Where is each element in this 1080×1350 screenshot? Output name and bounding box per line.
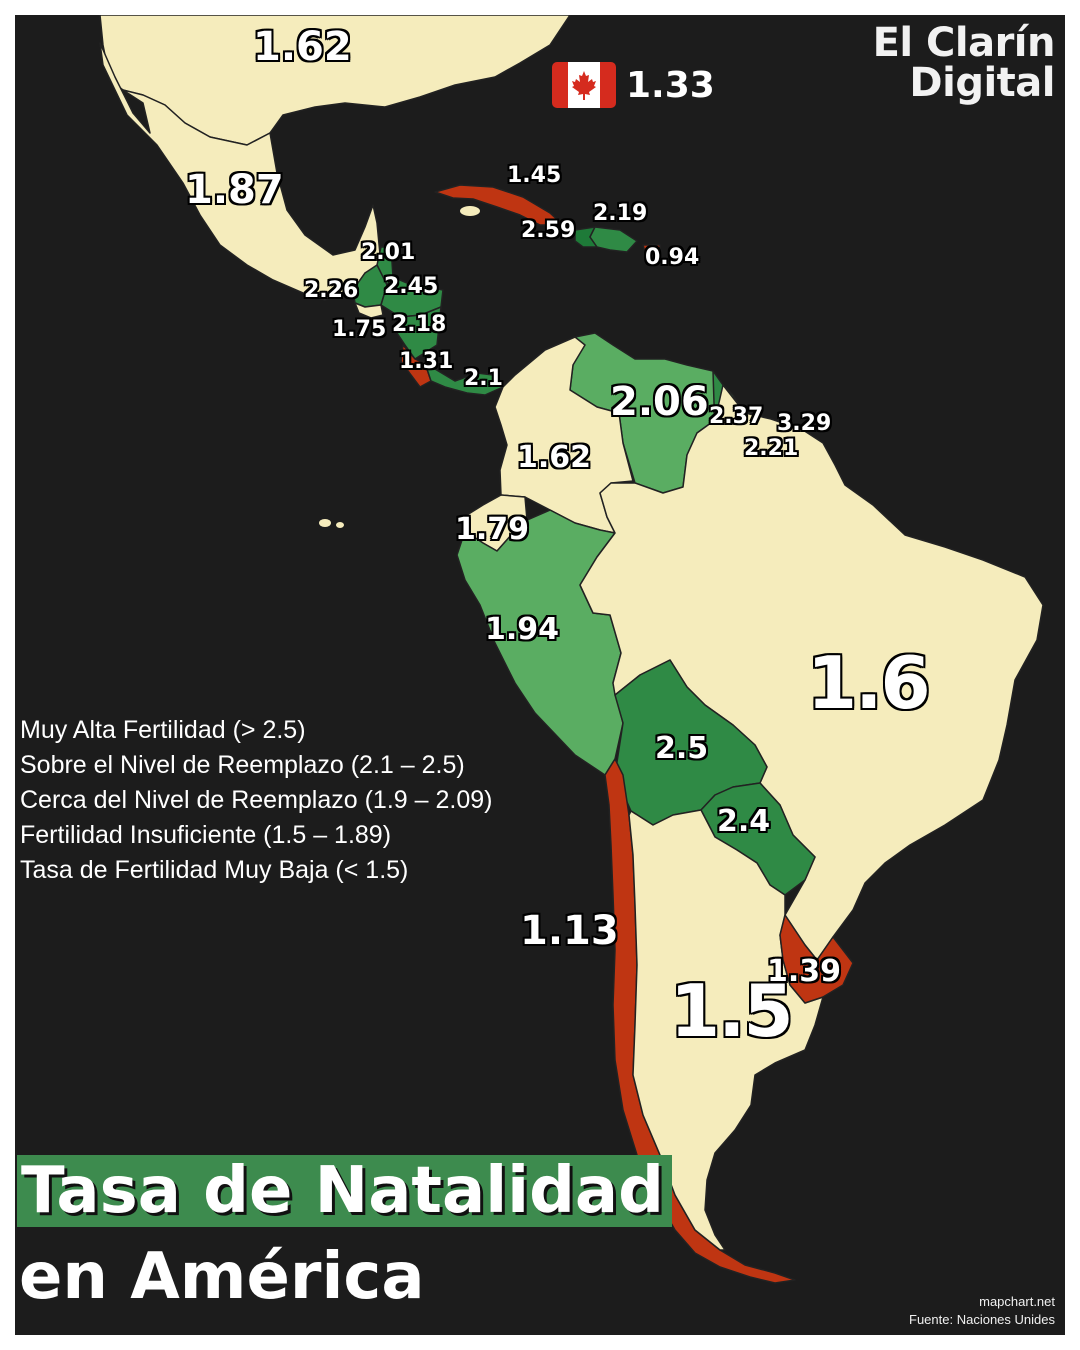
value-label-bolivia: 2.5: [655, 731, 709, 766]
country-argentina: [628, 809, 824, 1251]
map-frame: El Clarín Digital 1.33 1.62 1.87 1.45 2.59 2…: [15, 15, 1065, 1335]
value-label-chile: 1.13: [520, 908, 619, 954]
page-title: Tasa de Natalidad en América: [17, 1155, 672, 1313]
value-label-uruguay: 1.39: [767, 954, 842, 989]
country-uruguay: [779, 914, 854, 1004]
value-label-venezuela: 2.06: [610, 379, 709, 425]
value-label-argentina: 1.5: [670, 969, 794, 1053]
value-label-nicaragua: 2.18: [392, 312, 447, 337]
value-label-suriname: 2.21: [744, 436, 799, 461]
value-label-brazil: 1.6: [807, 641, 931, 725]
country-puerto-rico: [642, 244, 661, 253]
brand-logo: El Clarín Digital: [872, 20, 1056, 106]
value-label-guyana: 2.37: [709, 404, 764, 429]
legend-item-sobre-nivel: Sobre el Nivel de Reemplazo (2.1 – 2.5): [20, 751, 465, 779]
credit-source: Fuente: Naciones Unides: [909, 1312, 1055, 1327]
map-canvas: [99, 15, 1044, 1284]
canada-badge: 1.33: [552, 62, 715, 108]
value-label-el-salvador: 1.75: [332, 317, 387, 342]
credits: mapchart.net Fuente: Naciones Unides: [909, 1293, 1055, 1329]
value-label-french-guiana: 3.29: [777, 411, 832, 436]
brand-line-1: El Clarín: [872, 20, 1056, 66]
title-line-1: Tasa de Natalidad: [17, 1155, 672, 1227]
title-line-2: en América: [19, 1240, 425, 1314]
legend-item-muy-alta: Muy Alta Fertilidad (> 2.5): [20, 716, 306, 744]
value-label-colombia: 1.62: [517, 440, 592, 475]
country-dominican-republic: [589, 226, 638, 253]
legend-item-muy-baja: Tasa de Fertilidad Muy Baja (< 1.5): [20, 856, 409, 884]
value-label-honduras: 2.45: [384, 274, 439, 299]
value-label-guatemala: 2.26: [304, 278, 359, 303]
country-costa-rica: [400, 344, 432, 388]
value-label-panama: 2.1: [464, 366, 503, 391]
canada-value: 1.33: [626, 64, 715, 106]
value-label-ecuador: 1.79: [455, 512, 530, 547]
value-label-dominican-republic: 2.19: [593, 201, 648, 226]
value-label-usa: 1.62: [253, 24, 352, 70]
value-label-haiti: 2.59: [521, 218, 576, 243]
value-label-paraguay: 2.4: [717, 804, 771, 839]
island-shape: [460, 206, 480, 216]
country-panama: [424, 362, 504, 396]
credit-site: mapchart.net: [979, 1294, 1055, 1309]
legend-item-cerca-nivel: Cerca del Nivel de Reemplazo (1.9 – 2.09…: [20, 786, 493, 814]
island-shape: [319, 519, 331, 527]
brand-line-2: Digital: [909, 60, 1055, 106]
value-label-puerto-rico: 0.94: [645, 245, 700, 270]
value-label-peru: 1.94: [485, 612, 560, 647]
country-nicaragua: [394, 306, 442, 360]
canada-flag-icon: [552, 62, 616, 108]
value-label-mexico: 1.87: [185, 167, 284, 213]
country-el-salvador: [354, 302, 384, 319]
legend-item-insuficiente: Fertilidad Insuficiente (1.5 – 1.89): [20, 821, 392, 849]
value-label-costa-rica: 1.31: [399, 349, 454, 374]
legend: Muy Alta Fertilidad (> 2.5) Sobre el Niv…: [20, 713, 565, 888]
island-shape: [336, 522, 344, 528]
value-label-cuba: 1.45: [507, 163, 562, 188]
country-cuba: [434, 184, 564, 226]
value-label-belize: 2.01: [361, 240, 416, 265]
